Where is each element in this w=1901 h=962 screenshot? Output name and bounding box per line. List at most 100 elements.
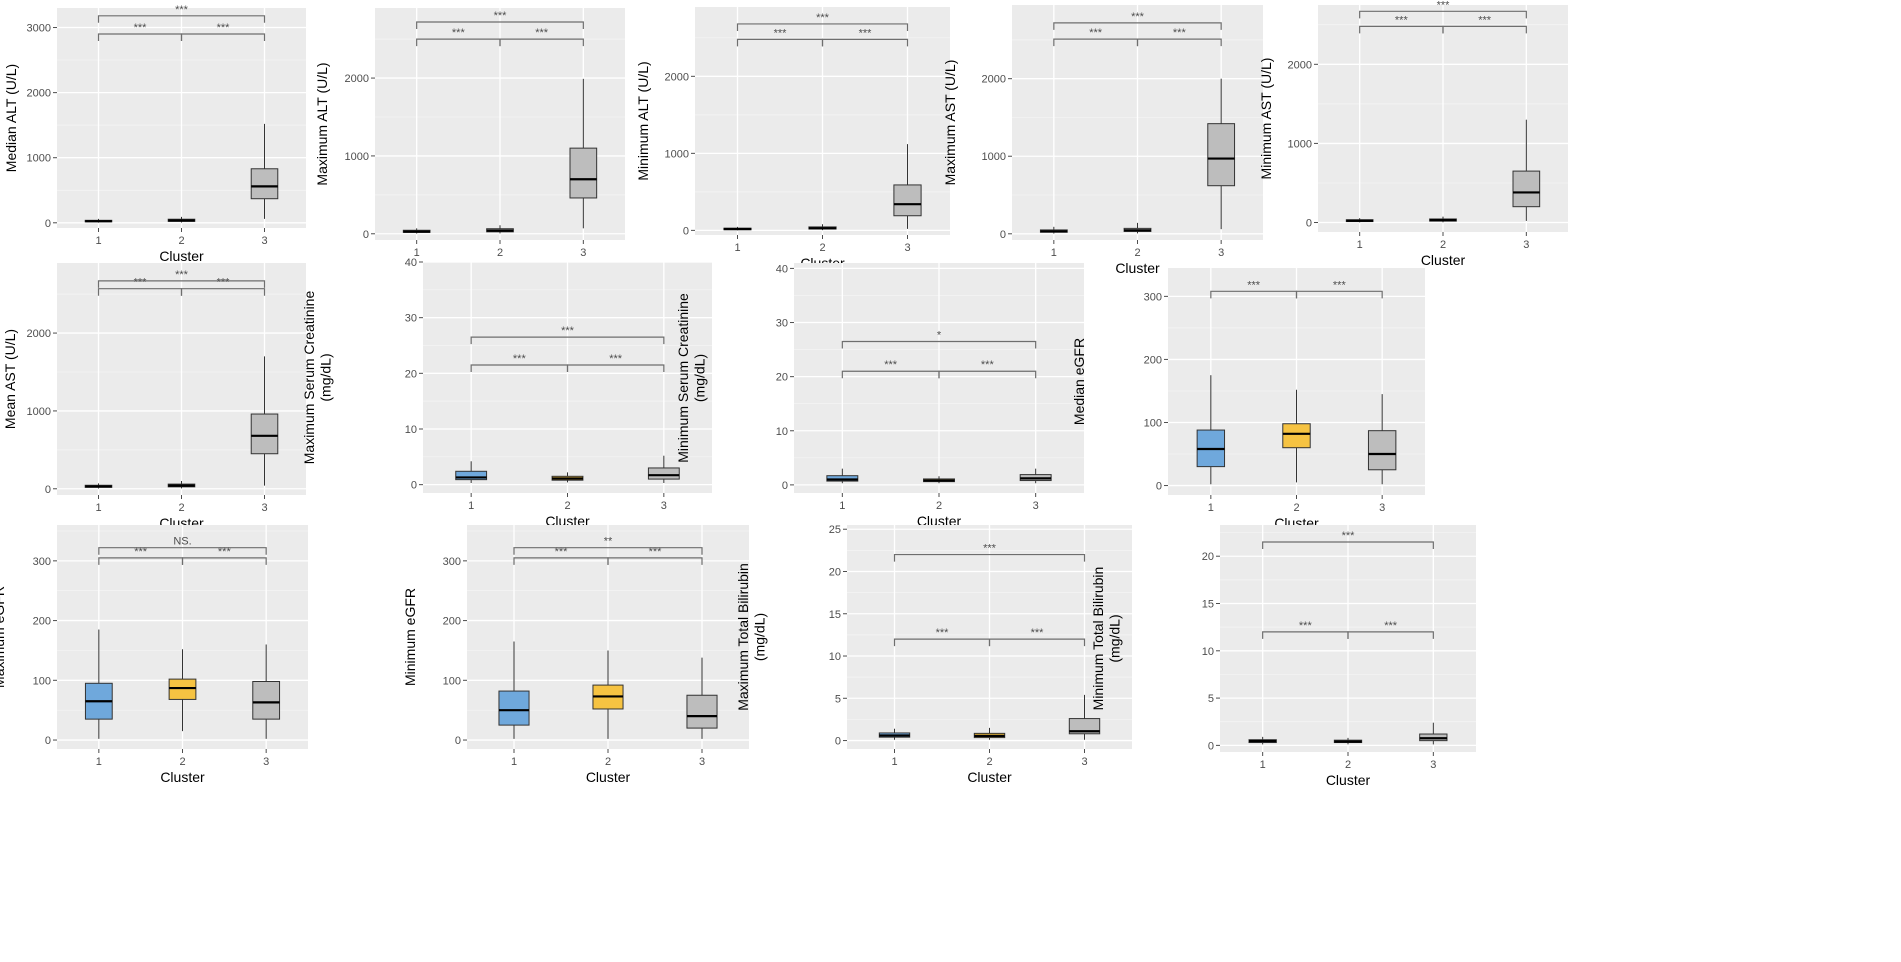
significance-bracket (499, 38, 584, 47)
y-axis-title: Median ALT (U/L) (3, 64, 19, 172)
y-tick-label: 0 (835, 736, 841, 748)
y-tick-label: 0 (1306, 218, 1312, 230)
x-axis-title: Cluster (1326, 772, 1371, 788)
x-tick-label: 2 (605, 756, 611, 768)
y-tick-label: 0 (45, 218, 51, 230)
significance-bracket (1359, 10, 1527, 19)
significance-label: *** (134, 277, 148, 289)
y-tick-label: 15 (1202, 599, 1214, 611)
significance-label: *** (561, 325, 575, 337)
y-tick-label: 25 (829, 524, 841, 536)
y-tick-label: 40 (776, 263, 788, 275)
significance-bracket (893, 553, 1086, 562)
x-axis-title: Cluster (1421, 252, 1466, 268)
x-tick-label: 1 (468, 500, 474, 512)
significance-bracket (1347, 631, 1434, 639)
y-tick-label: 0 (1208, 740, 1214, 752)
y-axis-title: Minimum Serum Creatinine(mg/dL) (675, 293, 708, 463)
significance-label: *** (1131, 11, 1145, 23)
significance-label: *** (609, 353, 623, 365)
x-tick-label: 2 (986, 756, 992, 768)
box-cluster-2 (168, 678, 197, 700)
y-tick-label: 300 (33, 556, 51, 568)
y-tick-label: 0 (45, 484, 51, 496)
significance-bracket (607, 557, 703, 565)
x-tick-label: 1 (1051, 247, 1057, 259)
y-tick-label: 200 (33, 616, 51, 628)
chart-panel-4: 0 1000 2000 1 2 3 *** *** *** Cluster Maximum AST … (942, 5, 1263, 276)
significance-label: *** (175, 4, 189, 16)
y-tick-label: 3000 (27, 23, 51, 35)
significance-label: *** (649, 546, 663, 558)
y-tick-label: 2000 (982, 74, 1006, 86)
y-tick-label: 1000 (345, 151, 369, 163)
significance-label: *** (513, 353, 527, 365)
chart-panel-1: 0 1000 2000 3000 1 2 3 *** *** *** Cluster Median A… (3, 4, 306, 264)
box-cluster-3 (893, 184, 922, 217)
x-tick-label: 2 (497, 247, 503, 259)
y-tick-label: 100 (443, 675, 461, 687)
significance-bracket (1053, 22, 1222, 30)
y-tick-label: 5 (835, 693, 841, 705)
significance-label: *** (859, 27, 873, 39)
x-tick-label: 1 (839, 500, 845, 512)
x-axis-title: Cluster (586, 769, 631, 785)
box-cluster-3 (1207, 123, 1236, 187)
y-tick-label: 20 (776, 372, 788, 384)
x-tick-label: 1 (1208, 502, 1214, 514)
significance-label: *** (1333, 279, 1347, 291)
box-cluster-2 (1282, 423, 1311, 449)
y-tick-label: 20 (405, 368, 417, 380)
significance-label: *** (555, 546, 569, 558)
significance-bracket (1442, 25, 1527, 34)
x-tick-label: 1 (96, 756, 102, 768)
y-axis-title: Maximum Total Bilirubin(mg/dL) (735, 563, 768, 711)
significance-label: *** (134, 22, 148, 34)
y-axis-title: Mean AST (U/L) (2, 329, 18, 429)
y-tick-label: 40 (405, 257, 417, 269)
y-axis-title: Maximum AST (U/L) (942, 60, 958, 186)
significance-label: ** (604, 536, 613, 548)
significance-bracket (938, 370, 1037, 379)
box-cluster-3 (1512, 170, 1541, 208)
y-tick-label: 0 (782, 480, 788, 492)
y-tick-label: 10 (829, 651, 841, 663)
x-tick-label: 2 (179, 756, 185, 768)
x-tick-label: 3 (1523, 239, 1529, 251)
y-tick-label: 200 (443, 616, 461, 628)
chart-panel-10: 0 100 200 300 1 2 3 NS. *** *** Cluster Maximum eGF… (0, 525, 308, 785)
box-cluster-3 (250, 168, 279, 200)
y-axis-title: Minimum AST (U/L) (1258, 58, 1274, 180)
significance-label: *** (1478, 14, 1492, 26)
significance-label: *** (1031, 627, 1045, 639)
significance-bracket (416, 21, 584, 30)
x-tick-label: 3 (261, 235, 267, 247)
y-tick-label: 10 (776, 426, 788, 438)
significance-bracket (566, 364, 665, 372)
significance-label: *** (1173, 27, 1187, 39)
y-tick-label: 2000 (27, 328, 51, 340)
significance-label: *** (1089, 27, 1103, 39)
box-cluster-3 (1068, 718, 1101, 735)
y-tick-label: 1000 (27, 406, 51, 418)
significance-bracket (98, 547, 267, 555)
y-tick-label: 20 (1202, 551, 1214, 563)
significance-label: *** (936, 627, 950, 639)
chart-panel-5: 0 1000 2000 1 2 3 *** *** *** Cluster Minimum AST … (1258, 0, 1568, 268)
y-tick-label: 10 (1202, 646, 1214, 658)
x-axis-title: Cluster (967, 769, 1012, 785)
y-tick-label: 2000 (345, 73, 369, 85)
significance-label: *** (1342, 530, 1356, 542)
y-tick-label: 2000 (1288, 59, 1312, 71)
box-cluster-3 (250, 413, 279, 455)
y-axis-title: Maximum ALT (U/L) (314, 62, 330, 185)
y-tick-label: 0 (45, 735, 51, 747)
x-tick-label: 3 (1218, 247, 1224, 259)
x-tick-label: 2 (819, 242, 825, 254)
